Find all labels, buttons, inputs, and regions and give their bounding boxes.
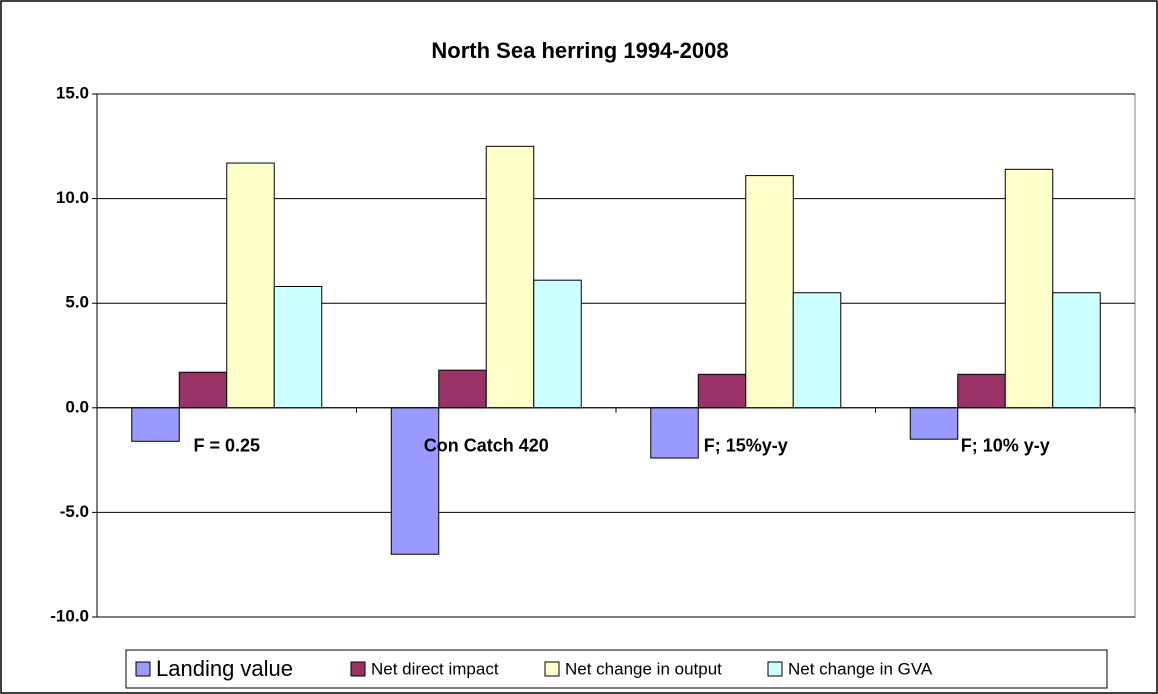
bar: [650, 407, 699, 459]
bar: [390, 407, 440, 555]
legend-swatch: [767, 661, 783, 677]
bar: [909, 407, 959, 440]
bar: [792, 292, 842, 409]
y-tick-label: 0.0: [65, 397, 89, 416]
bar: [273, 285, 323, 409]
y-tick-label: -10.0: [50, 606, 89, 625]
legend-label: Net direct impact: [371, 659, 499, 678]
bar: [438, 369, 487, 409]
bar: [533, 279, 582, 409]
legend-label: Landing value: [156, 656, 293, 681]
y-tick-label: -5.0: [60, 502, 89, 521]
bar: [697, 373, 747, 409]
bar: [131, 407, 180, 442]
legend-swatch: [135, 661, 151, 677]
legend-label: Net change in GVA: [788, 659, 933, 678]
bar: [957, 373, 1006, 409]
chart-title: North Sea herring 1994-2008: [431, 38, 728, 63]
bar: [745, 175, 794, 409]
x-tick-label: Con Catch 420: [424, 436, 549, 456]
y-tick-label: 15.0: [56, 83, 89, 102]
x-tick-label: F = 0.25: [193, 436, 260, 456]
legend-swatch: [544, 661, 560, 677]
legend-swatch: [350, 661, 366, 677]
bar: [485, 145, 535, 409]
bar: [1004, 168, 1054, 409]
y-tick-label: 5.0: [65, 293, 89, 312]
y-tick-label: 10.0: [56, 188, 89, 207]
x-tick-label: F; 15%y-y: [704, 436, 788, 456]
bar: [1052, 292, 1101, 409]
legend-label: Net change in output: [565, 659, 722, 678]
legend-box: [125, 649, 1108, 689]
x-tick-label: F; 10% y-y: [961, 436, 1050, 456]
bar: [226, 162, 275, 409]
bar: [178, 371, 228, 409]
